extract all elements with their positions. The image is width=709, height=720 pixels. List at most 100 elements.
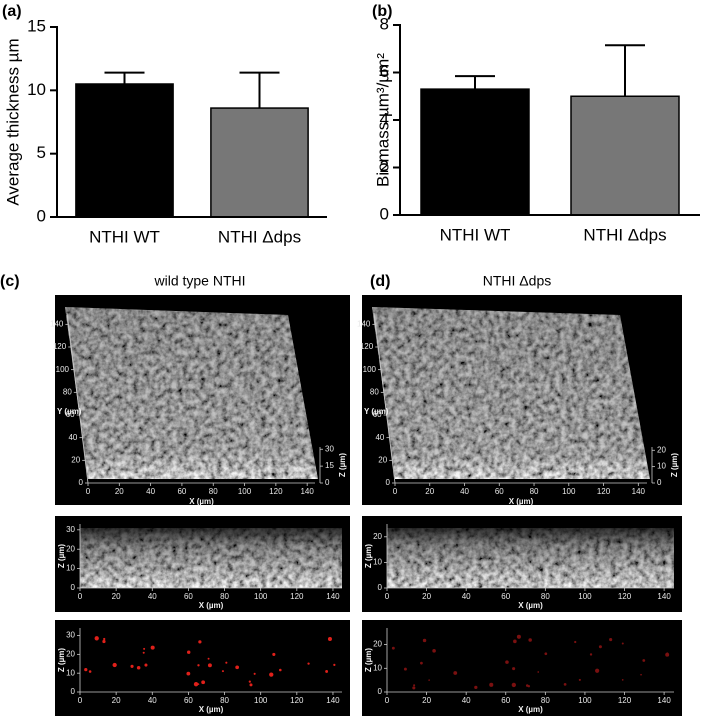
dead-cell <box>598 645 602 649</box>
y-tick-label: 15 <box>27 16 46 35</box>
x-tick-label: 0 <box>78 696 83 705</box>
x-tick-label: 40 <box>148 592 157 601</box>
dead-cell <box>621 679 624 681</box>
dead-cell <box>589 653 593 656</box>
x-tick-label: 100 <box>578 592 592 601</box>
y-tick-label: 140 <box>357 319 371 328</box>
dead-cell <box>150 645 155 650</box>
y-tick-label: 0 <box>380 204 389 223</box>
x-tick-label: 20 <box>112 696 121 705</box>
dead-cell <box>327 636 332 641</box>
z-tick-label: 30 <box>66 631 75 640</box>
z-tick-label: 0 <box>378 687 383 696</box>
panel-label: (b) <box>372 3 392 20</box>
x-tick-label: 80 <box>541 696 550 705</box>
dead-cell <box>640 673 642 676</box>
x-tick-label: 140 <box>632 487 646 496</box>
y-axis-label: Average thickness µm <box>3 38 22 205</box>
z-axis-label: Z (µm) <box>364 544 373 568</box>
dead-cell <box>537 671 540 673</box>
dead-cell <box>143 647 146 650</box>
panel-label: (a) <box>2 3 22 20</box>
biofilm-section <box>387 528 674 588</box>
image-background <box>55 620 350 716</box>
dead-cell <box>528 638 532 642</box>
dead-cell <box>136 665 141 670</box>
dead-cell <box>325 670 329 673</box>
x-tick-label: 40 <box>148 696 157 705</box>
dead-cell <box>130 664 134 668</box>
x-tick-label: 120 <box>618 592 632 601</box>
dead-cell <box>391 646 395 650</box>
dead-cell <box>102 639 106 644</box>
z-tick-label: 0 <box>71 687 76 696</box>
x-axis-label: X (µm) <box>199 705 224 714</box>
panel-title: NTHI Δdps <box>483 273 551 289</box>
dead-cell <box>88 670 92 673</box>
bar <box>420 88 530 216</box>
x-axis-label: X (µm) <box>518 601 543 610</box>
dead-cell <box>609 638 613 642</box>
x-tick-label: 60 <box>184 696 193 705</box>
x-tick-label: 120 <box>290 592 304 601</box>
y-tick-label: 100 <box>363 365 377 374</box>
x-tick-label: 20 <box>425 487 434 496</box>
y-axis-label: Y (µm) <box>364 407 389 416</box>
x-tick-label: NTHI WT <box>89 227 160 246</box>
x-tick-label: 0 <box>86 487 91 496</box>
dead-cell <box>505 660 509 664</box>
z-tick-label: 30 <box>66 525 75 534</box>
y-axis-line <box>66 312 89 484</box>
z-tick-label: 10 <box>66 668 75 677</box>
x-tick-label: 0 <box>393 487 398 496</box>
z-axis-label: Z (µm) <box>57 648 66 672</box>
y-axis-label: Y (µm) <box>57 407 82 416</box>
y-tick-label: 8 <box>380 14 389 33</box>
dead-cell <box>642 659 646 662</box>
z-tick-label: 20 <box>66 544 75 553</box>
biofilm-surface <box>372 307 650 479</box>
z-tick-label: 20 <box>373 640 382 649</box>
dead-cell <box>563 682 567 686</box>
z-tick-label: 10 <box>66 564 75 573</box>
y-tick-label: 0 <box>79 478 84 487</box>
dead-cell <box>248 680 251 683</box>
dead-cell <box>186 671 191 676</box>
z-tick-label: 30 <box>325 444 334 453</box>
x-tick-label: 100 <box>562 487 576 496</box>
panel-label: (c) <box>0 273 20 290</box>
x-tick-label: 140 <box>300 487 314 496</box>
x-tick-label: 20 <box>422 696 431 705</box>
panel-title: wild type NTHI <box>153 273 245 289</box>
y-tick-label: 80 <box>63 387 72 396</box>
biofilm-section <box>80 528 342 588</box>
z-axis-label: Z (µm) <box>57 544 66 568</box>
dead-cell <box>142 651 145 654</box>
z-axis-label: Z (µm) <box>670 453 679 477</box>
dead-cell <box>187 650 191 654</box>
y-axis-label: Biomass µm³/µm² <box>373 53 392 187</box>
x-tick-label: 80 <box>209 487 218 496</box>
y-tick-label: 20 <box>71 455 80 464</box>
x-tick-label: 100 <box>578 696 592 705</box>
x-tick-label: 100 <box>238 487 252 496</box>
dead-cell <box>225 661 228 664</box>
y-tick-label: 10 <box>27 80 46 99</box>
y-tick-label: 2 <box>380 157 389 176</box>
y-tick-label: 0 <box>386 478 391 487</box>
dead-cell <box>207 657 210 660</box>
dead-cell <box>94 636 99 641</box>
dead-cell <box>474 685 478 690</box>
dead-cell <box>103 637 106 641</box>
dead-cell <box>144 663 148 667</box>
panel-label: (d) <box>370 273 390 290</box>
y-tick-label: 120 <box>360 342 374 351</box>
y-tick-label: 100 <box>56 365 70 374</box>
x-tick-label: 0 <box>385 592 390 601</box>
y-tick-label: 6 <box>380 62 389 81</box>
y-tick-label: 60 <box>66 410 75 419</box>
bar <box>210 107 309 218</box>
z-tick-label: 15 <box>325 461 334 470</box>
x-tick-label: 140 <box>657 592 671 601</box>
